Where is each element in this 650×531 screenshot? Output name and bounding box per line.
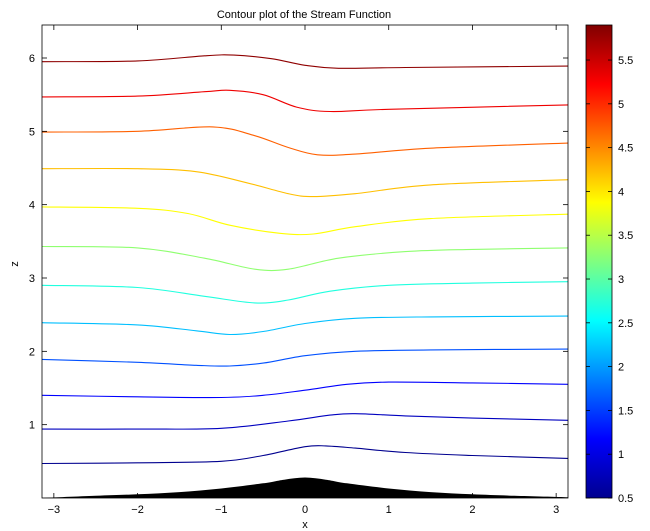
colorbar-tick-label: 2 (618, 362, 624, 374)
colorbar-tick-label: 5 (618, 99, 624, 111)
contour-line (41, 381, 569, 399)
y-tick-label: 4 (29, 200, 35, 212)
colorbar-tick-label: 4 (618, 186, 624, 198)
x-axis-ticks: −3 −2 −1 0 1 2 3 (48, 25, 559, 516)
contour-line (41, 315, 569, 336)
contour-line (41, 245, 569, 272)
x-tick-label: −1 (215, 504, 228, 516)
y-axis-label: z (9, 261, 21, 267)
x-tick-label: 3 (553, 504, 559, 516)
x-tick-label: 1 (386, 504, 392, 516)
colorbar-tick-label: 0.5 (618, 493, 633, 505)
y-tick-label: 6 (29, 53, 35, 65)
contour-lines (41, 54, 569, 465)
x-tick-label: 0 (302, 504, 308, 516)
colorbar-tick-label: 3.5 (618, 230, 633, 242)
x-tick-label: −3 (48, 504, 61, 516)
contour-line (41, 413, 569, 430)
contour-line (41, 126, 569, 156)
colorbar-tick-label: 1.5 (618, 405, 633, 417)
colorbar: 0.5 1 1.5 2 2.5 3 3.5 4 4.5 5 5.5 (585, 24, 633, 505)
y-tick-label: 3 (29, 273, 35, 285)
plot-area: −3 −2 −1 0 1 2 3 1 2 3 4 5 6 (29, 24, 569, 516)
colorbar-tick-label: 3 (618, 274, 624, 286)
colorbar-tick-label: 1 (618, 449, 624, 461)
y-tick-label: 2 (29, 346, 35, 358)
colorbar-tick-label: 5.5 (618, 55, 633, 67)
colorbar-tick-label: 2.5 (618, 318, 633, 330)
contour-line (41, 167, 569, 198)
colorbar-ticks: 0.5 1 1.5 2 2.5 3 3.5 4 4.5 5 5.5 (586, 55, 633, 505)
topography-fill (42, 477, 568, 498)
contour-line (41, 54, 569, 69)
y-tick-label: 5 (29, 126, 35, 138)
x-tick-label: 2 (469, 504, 475, 516)
contour-line (41, 348, 569, 367)
x-axis-label: x (302, 519, 308, 531)
colorbar-tick-label: 4.5 (618, 143, 633, 155)
contour-line (41, 89, 569, 113)
y-axis-ticks: 1 2 3 4 5 6 (29, 53, 568, 432)
y-tick-label: 1 (29, 420, 35, 432)
colorbar-gradient (585, 24, 613, 499)
contour-line (41, 445, 569, 465)
contour-line (41, 281, 569, 304)
x-tick-label: −2 (131, 504, 144, 516)
contour-line (41, 206, 569, 236)
chart-title: Contour plot of the Stream Function (217, 9, 391, 21)
